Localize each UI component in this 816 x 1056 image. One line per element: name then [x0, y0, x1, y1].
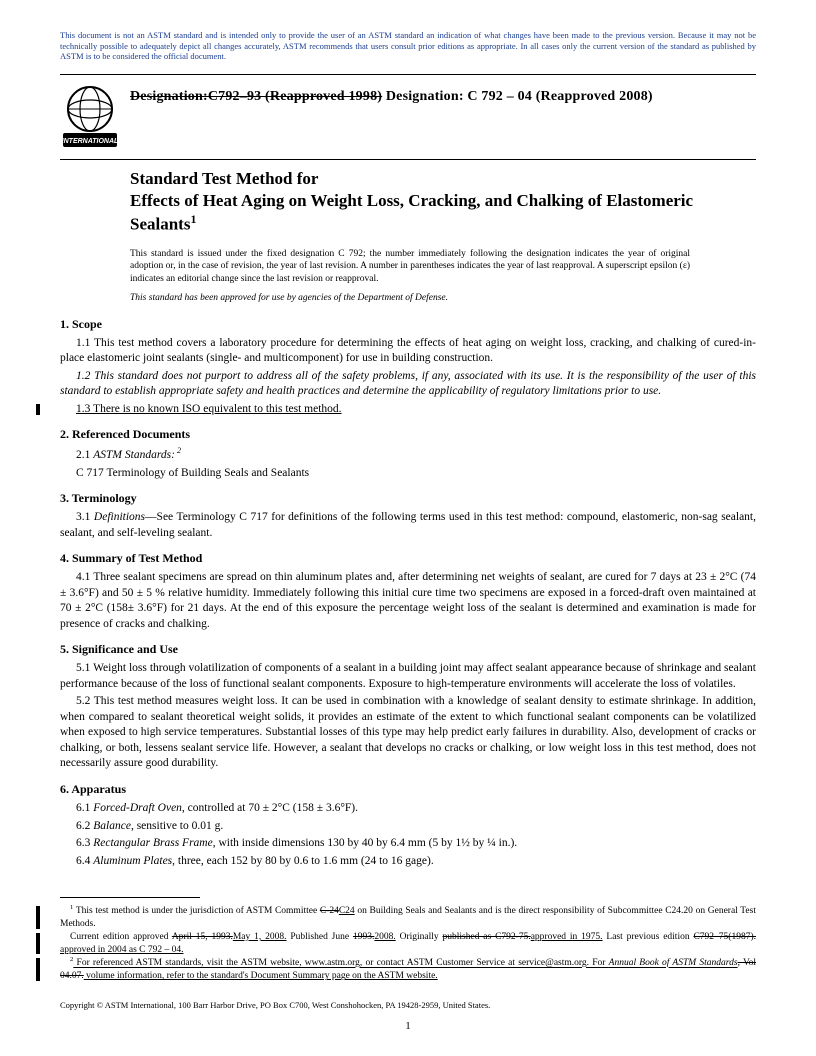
section-1-head: 1. Scope: [60, 317, 756, 332]
header-row: INTERNATIONAL Designation:C792–93 (Reapp…: [60, 83, 756, 151]
title-block: Standard Test Method for Effects of Heat…: [130, 168, 756, 236]
title-line-1: Standard Test Method for: [130, 168, 756, 190]
dod-note: This standard has been approved for use …: [130, 293, 756, 303]
s3-p1: 3.1 Definitions—See Terminology C 717 fo…: [60, 510, 756, 541]
issue-note: This standard is issued under the fixed …: [130, 248, 690, 285]
s1-p1: 1.1 This test method covers a laboratory…: [60, 336, 756, 367]
section-5-head: 5. Significance and Use: [60, 642, 756, 657]
designation-line: Designation:C792–93 (Reapproved 1998) De…: [130, 89, 653, 105]
section-3-head: 3. Terminology: [60, 491, 756, 506]
section-2-head: 2. Referenced Documents: [60, 427, 756, 442]
footnote-1b: Current edition approved April 15, 1993.…: [60, 931, 756, 957]
s6-p1: 6.1 Forced-Draft Oven, controlled at 70 …: [60, 801, 756, 817]
section-6-head: 6. Apparatus: [60, 782, 756, 797]
astm-logo: INTERNATIONAL: [60, 83, 120, 151]
designation-old: Designation:C792–93 (Reapproved 1998): [130, 89, 382, 104]
svg-text:INTERNATIONAL: INTERNATIONAL: [62, 138, 119, 145]
footnote-1: 1 This test method is under the jurisdic…: [60, 904, 756, 931]
section-4-head: 4. Summary of Test Method: [60, 551, 756, 566]
s2-p1: 2.1 ASTM Standards: 2: [60, 446, 756, 463]
s1-p2: 1.2 This standard does not purport to ad…: [60, 369, 756, 400]
designation-new: Designation: C 792 – 04 (Reapproved 2008…: [382, 89, 653, 104]
page: This document is not an ASTM standard an…: [0, 0, 816, 1056]
s1-p3: 1.3 There is no known ISO equivalent to …: [60, 402, 756, 418]
page-number: 1: [0, 1020, 816, 1032]
s6-p2: 6.2 Balance, sensitive to 0.01 g.: [60, 819, 756, 835]
title-line-2: Effects of Heat Aging on Weight Loss, Cr…: [130, 190, 756, 236]
s5-p2: 5.2 This test method measures weight los…: [60, 694, 756, 772]
s6-p3: 6.3 Rectangular Brass Frame, with inside…: [60, 836, 756, 852]
footnote-2: 2 For referenced ASTM standards, visit t…: [60, 956, 756, 983]
s5-p1: 5.1 Weight loss through volatilization o…: [60, 661, 756, 692]
s4-p1: 4.1 Three sealant specimens are spread o…: [60, 570, 756, 632]
top-rule: [60, 74, 756, 75]
footnote-rule: [60, 897, 200, 898]
s6-p4: 6.4 Aluminum Plates, three, each 152 by …: [60, 854, 756, 870]
copyright-line: Copyright © ASTM International, 100 Barr…: [60, 1000, 490, 1010]
disclaimer-text: This document is not an ASTM standard an…: [60, 30, 756, 62]
s2-p2: C 717 Terminology of Building Seals and …: [60, 466, 756, 482]
mid-rule: [60, 159, 756, 160]
footnotes: 1 This test method is under the jurisdic…: [60, 904, 756, 983]
